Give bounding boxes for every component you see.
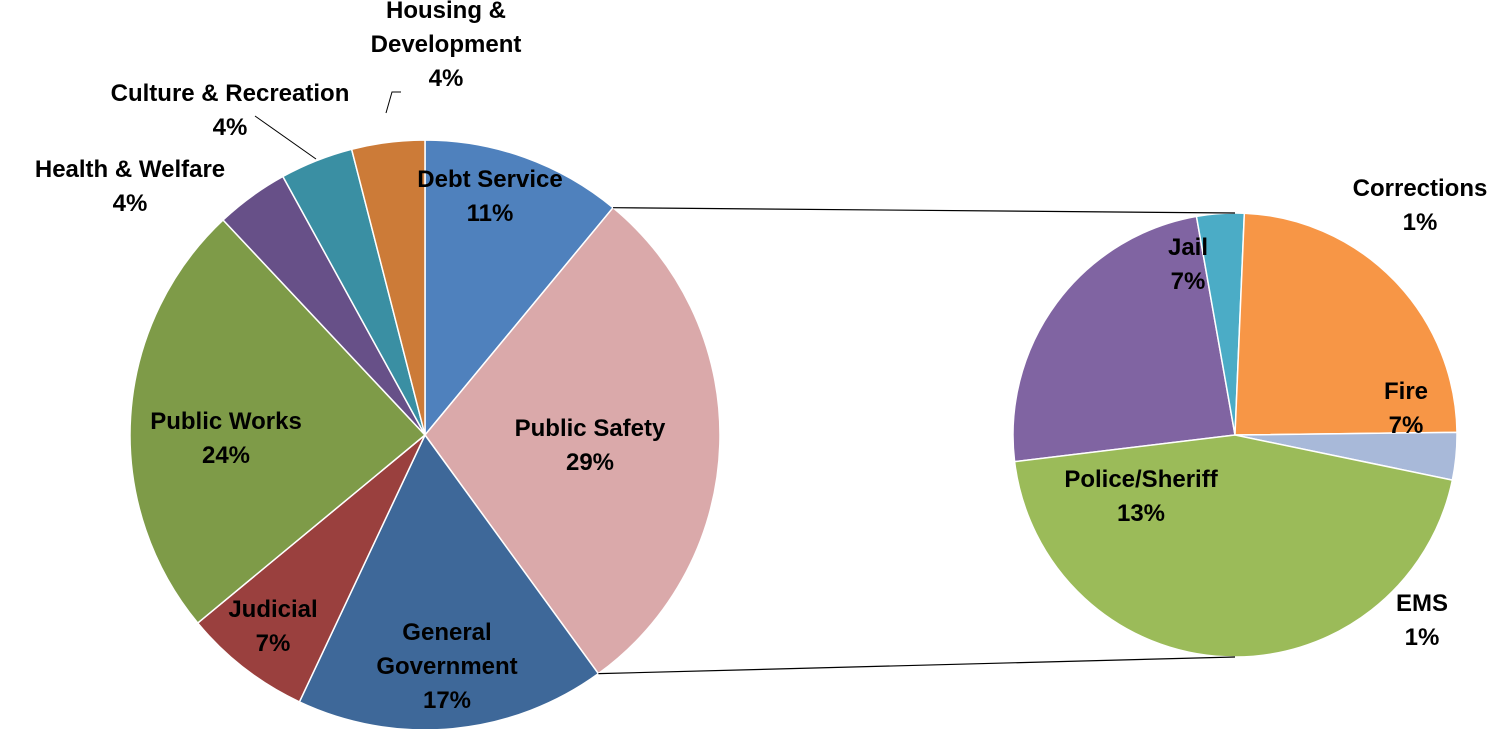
- slice-labels: Debt Service 11% Public Safety 29% General Go…: [35, 0, 1487, 714]
- main-label-public-works: Public Works 24%: [150, 408, 302, 469]
- leader-line-culture-and-recreation: [254, 115, 317, 160]
- main-label-culture-and-recreation: Culture & Recreation 4%: [111, 80, 350, 141]
- main-label-debt-service: Debt Service 11%: [417, 166, 562, 227]
- breakdown-label-ems: EMS 1%: [1396, 590, 1448, 651]
- main-label-public-safety: Public Safety 29%: [515, 415, 666, 476]
- main-slice-debt-service: [424, 139, 615, 438]
- leader-line-housing-and-development: [385, 91, 401, 114]
- main-pie: [129, 139, 721, 729]
- breakdown-label-fire: Fire 7%: [1384, 378, 1428, 439]
- main-label-housing-and-development: Housing & Development 4%: [371, 0, 522, 92]
- main-slice-housing-and-development: [350, 139, 426, 436]
- main-slice-judicial: [196, 434, 426, 703]
- pie-connector-lines: [598, 207, 1236, 675]
- main-label-general-government: General Government 17%: [376, 619, 517, 714]
- breakdown-slice-jail: [1012, 215, 1236, 463]
- label-leader-lines: [254, 91, 401, 160]
- main-label-judicial: Judicial 7%: [228, 596, 317, 657]
- breakdown-label-police-sheriff: Police/Sheriff 13%: [1064, 466, 1218, 527]
- connector-line-top: [613, 207, 1236, 214]
- main-slice-public-works: [129, 218, 427, 625]
- connector-line-bottom: [598, 656, 1236, 675]
- breakdown-slice-fire: [1234, 212, 1458, 436]
- main-label-health-and-welfare: Health & Welfare 4%: [35, 156, 225, 217]
- main-slice-public-safety: [424, 206, 721, 675]
- breakdown-pie: [1012, 212, 1458, 658]
- breakdown-label-corrections: Corrections 1%: [1353, 175, 1488, 236]
- breakdown-label-jail: Jail 7%: [1168, 234, 1208, 295]
